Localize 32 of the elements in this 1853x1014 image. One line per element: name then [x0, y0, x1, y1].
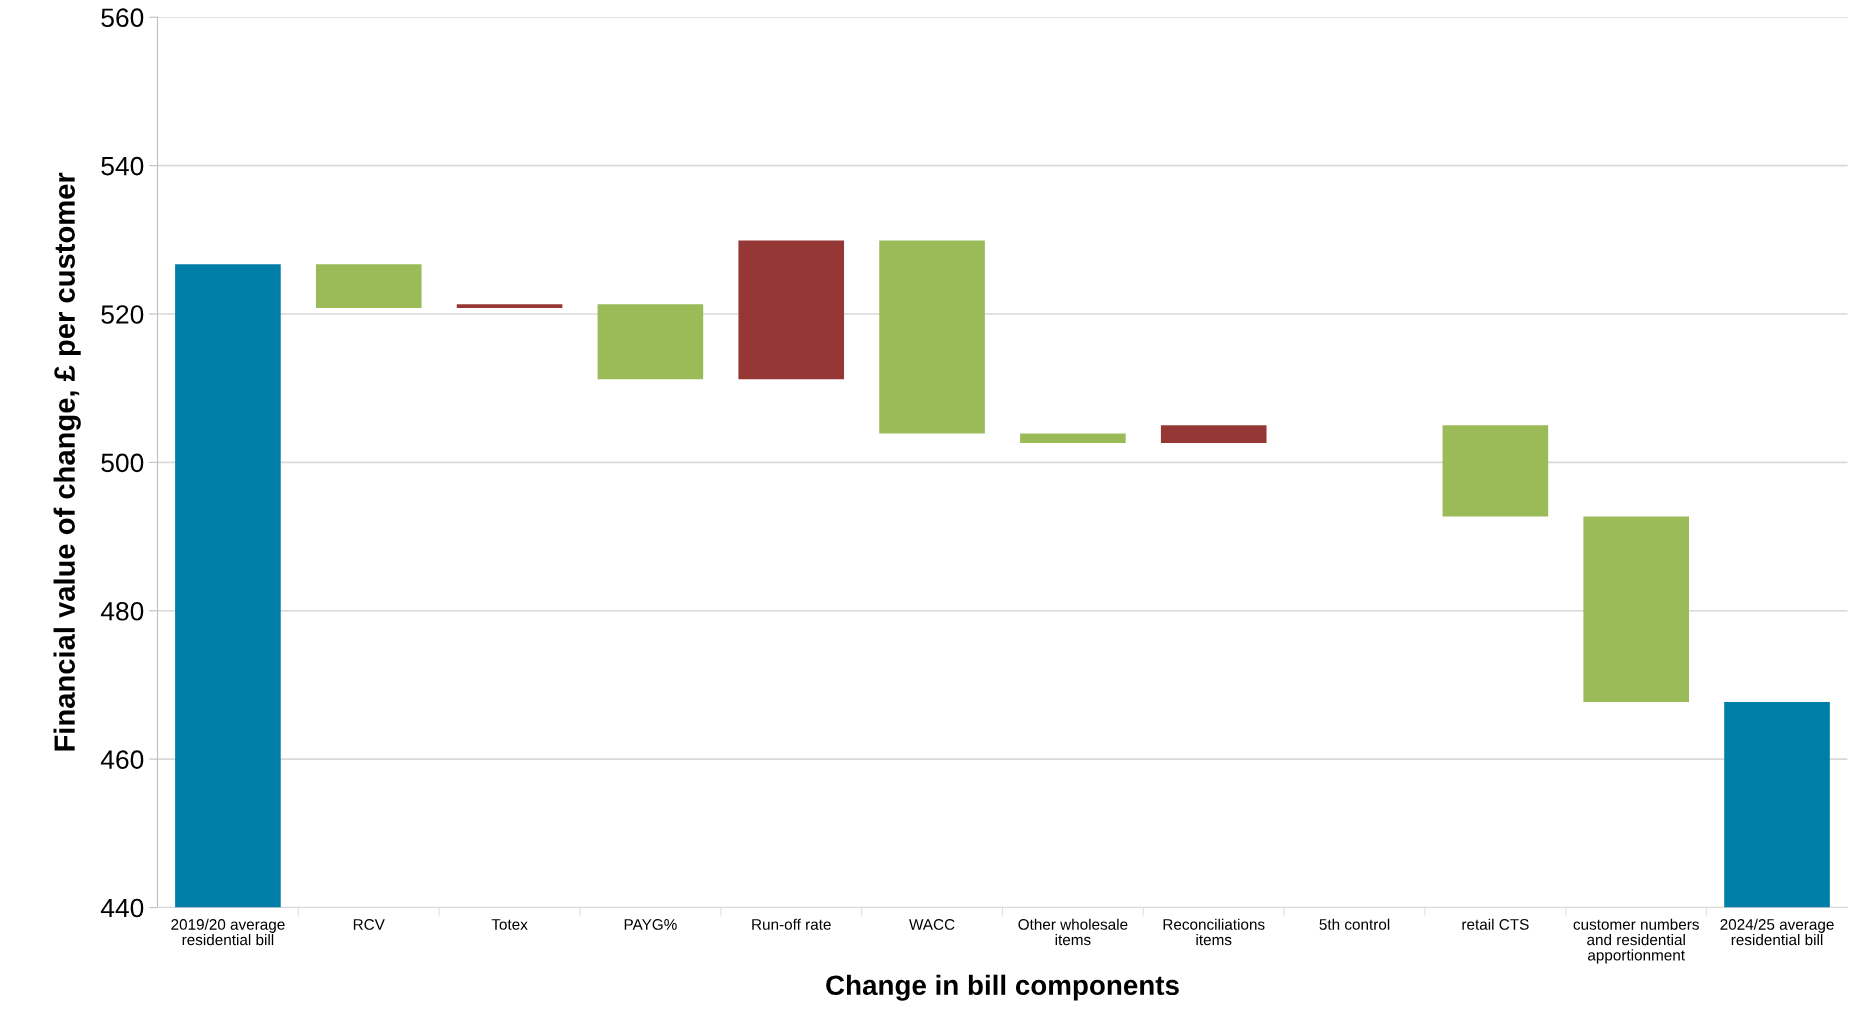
y-tick-label: 440: [100, 898, 144, 918]
bar: [1020, 433, 1126, 444]
y-tick-label: 540: [101, 156, 144, 176]
x-axis-title: Change in bill components: [826, 974, 1179, 1001]
x-tick-label: 5th control: [1319, 918, 1390, 930]
y-tick-label: 480: [100, 601, 144, 621]
bar: [175, 264, 281, 908]
bar: [879, 240, 985, 434]
x-tick-label: 2019/20 average residential bill: [171, 918, 285, 946]
bar: [738, 240, 845, 380]
x-tick-label: 2024/25 average residential bill: [1720, 918, 1834, 946]
x-tick-label: retail CTS: [1462, 918, 1529, 930]
bar: [597, 304, 704, 380]
x-tick-label: Other wholesale items: [1018, 918, 1128, 946]
bar: [456, 304, 563, 309]
x-tick-label: Run-off rate: [752, 918, 831, 930]
bar: [1583, 516, 1690, 703]
y-tick-label: 560: [101, 8, 144, 28]
x-tick-label: RCV: [353, 919, 385, 930]
x-tick-label: customer numbers and residential apportionment: [1573, 918, 1699, 964]
y-tick-label: 460: [100, 750, 144, 769]
bar: [1724, 702, 1830, 908]
x-tick-label: WACC: [909, 919, 955, 930]
y-tick-label: 520: [101, 305, 144, 324]
y-axis-title: Financial value of change, £ per customer: [53, 172, 81, 751]
x-tick-label: Totex: [491, 919, 528, 930]
y-tick-label: 500: [101, 453, 144, 473]
x-tick-label: PAYG%: [624, 919, 677, 930]
bar: [1160, 425, 1267, 444]
bar: [315, 264, 422, 309]
bar: [1442, 425, 1549, 517]
x-tick-label: Reconciliations items: [1163, 918, 1265, 946]
